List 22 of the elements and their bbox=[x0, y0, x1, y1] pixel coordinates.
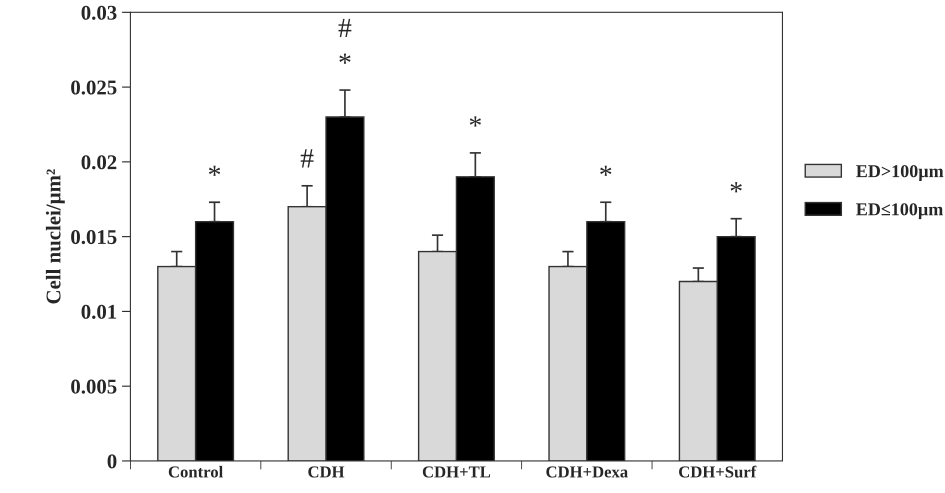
annotation: * bbox=[600, 166, 612, 176]
x-tick-label: CDH bbox=[308, 466, 344, 478]
annotation: * bbox=[470, 116, 481, 127]
y-tick-label: 0.005 bbox=[71, 380, 116, 394]
x-tick-label: Control bbox=[168, 466, 223, 478]
legend-label: ED>100µm bbox=[856, 165, 944, 181]
y-tick-label: 0 bbox=[108, 454, 116, 468]
annotation: # bbox=[300, 149, 314, 168]
y-tick-label: 0.01 bbox=[82, 304, 116, 319]
y-tick-label: 0.02 bbox=[82, 155, 116, 170]
y-tick-label: 0.015 bbox=[71, 230, 116, 244]
y-tick-label: 0.03 bbox=[82, 6, 117, 20]
x-tick-label: CDH+Surf bbox=[679, 466, 756, 478]
x-tick-label: CDH+Dexa bbox=[546, 466, 628, 478]
annotation: # bbox=[338, 18, 352, 38]
legend-label: ED≤100µm bbox=[856, 203, 943, 220]
annotation: * bbox=[339, 54, 351, 64]
annotation: * bbox=[730, 182, 742, 192]
y-tick-label: 0.025 bbox=[71, 80, 116, 95]
annotation: * bbox=[208, 166, 220, 176]
y-axis-title: Cell nuclei/µm² bbox=[46, 169, 65, 304]
x-tick-label: CDH+TL bbox=[422, 466, 490, 478]
